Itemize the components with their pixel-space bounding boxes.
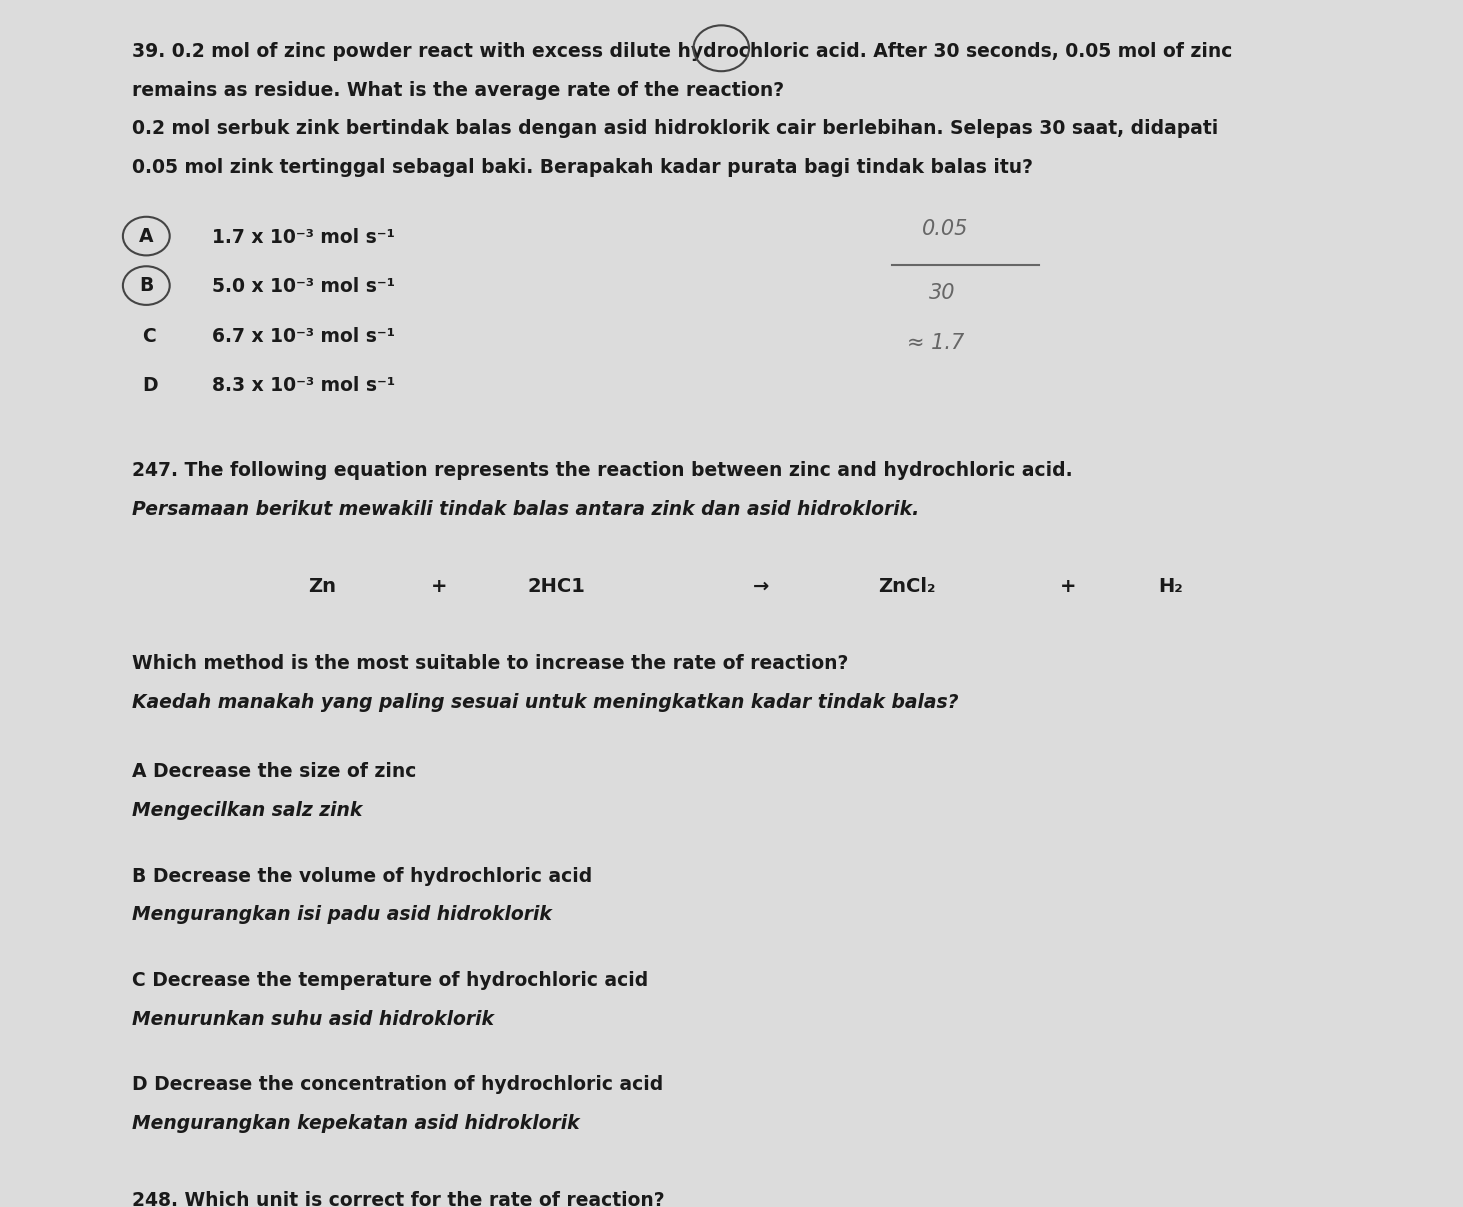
Text: 0.2 mol serbuk zink bertindak balas dengan asid hidroklorik cair berlebihan. Sel: 0.2 mol serbuk zink bertindak balas deng…: [132, 119, 1217, 139]
Text: Mengurangkan isi padu asid hidroklorik: Mengurangkan isi padu asid hidroklorik: [132, 905, 552, 925]
Text: →: →: [752, 577, 770, 596]
Text: 1.7 x 10⁻³ mol s⁻¹: 1.7 x 10⁻³ mol s⁻¹: [212, 228, 395, 246]
Text: 5.0 x 10⁻³ mol s⁻¹: 5.0 x 10⁻³ mol s⁻¹: [212, 278, 395, 296]
Text: B: B: [139, 276, 154, 295]
Text: remains as residue. What is the average rate of the reaction?: remains as residue. What is the average …: [132, 81, 784, 100]
Text: A Decrease the size of zinc: A Decrease the size of zinc: [132, 763, 415, 781]
Text: ZnCl₂: ZnCl₂: [878, 577, 936, 596]
Text: D Decrease the concentration of hydrochloric acid: D Decrease the concentration of hydrochl…: [132, 1075, 663, 1095]
Text: H₂: H₂: [1159, 577, 1182, 596]
Text: 6.7 x 10⁻³ mol s⁻¹: 6.7 x 10⁻³ mol s⁻¹: [212, 327, 395, 345]
Text: C: C: [142, 327, 155, 345]
Text: Mengurangkan kepekatan asid hidroklorik: Mengurangkan kepekatan asid hidroklorik: [132, 1114, 579, 1133]
Text: 248. Which unit is correct for the rate of reaction?: 248. Which unit is correct for the rate …: [132, 1191, 664, 1207]
Text: ≈ 1.7: ≈ 1.7: [907, 333, 964, 352]
Text: +: +: [1059, 577, 1077, 596]
Text: 0.05: 0.05: [922, 220, 969, 239]
Text: B Decrease the volume of hydrochloric acid: B Decrease the volume of hydrochloric ac…: [132, 867, 593, 886]
Text: Which method is the most suitable to increase the rate of reaction?: Which method is the most suitable to inc…: [132, 654, 849, 674]
Text: 247. The following equation represents the reaction between zinc and hydrochlori: 247. The following equation represents t…: [132, 461, 1072, 480]
Text: C Decrease the temperature of hydrochloric acid: C Decrease the temperature of hydrochlor…: [132, 970, 648, 990]
Text: Kaedah manakah yang paling sesuai untuk meningkatkan kadar tindak balas?: Kaedah manakah yang paling sesuai untuk …: [132, 693, 958, 712]
Text: 2HC1: 2HC1: [527, 577, 585, 596]
Text: Zn: Zn: [307, 577, 336, 596]
Text: Mengecilkan salz zink: Mengecilkan salz zink: [132, 801, 361, 820]
Text: 8.3 x 10⁻³ mol s⁻¹: 8.3 x 10⁻³ mol s⁻¹: [212, 377, 395, 395]
Text: +: +: [430, 577, 448, 596]
Text: 30: 30: [929, 284, 955, 303]
Text: D: D: [142, 377, 158, 395]
Text: 39. 0.2 mol of zinc powder react with excess dilute hydrochloric acid. After 30 : 39. 0.2 mol of zinc powder react with ex…: [132, 42, 1232, 62]
Text: Menurunkan suhu asid hidroklorik: Menurunkan suhu asid hidroklorik: [132, 1009, 493, 1028]
Text: A: A: [139, 227, 154, 245]
Text: Persamaan berikut mewakili tindak balas antara zink dan asid hidroklorik.: Persamaan berikut mewakili tindak balas …: [132, 500, 919, 519]
Text: 0.05 mol zink tertinggal sebagal baki. Berapakah kadar purata bagi tindak balas : 0.05 mol zink tertinggal sebagal baki. B…: [132, 158, 1033, 177]
